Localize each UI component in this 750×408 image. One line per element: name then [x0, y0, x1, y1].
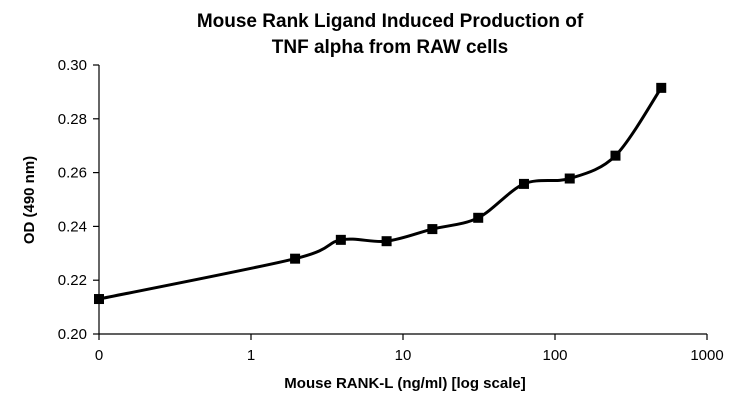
x-tick-label: 1000 [690, 347, 723, 364]
y-ticks: 0.20 0.22 0.24 0.26 0.28 0.30 [58, 57, 99, 343]
x-tick-label: 100 [542, 347, 567, 364]
chart-title-line-1: Mouse Rank Ligand Induced Production of [197, 11, 584, 32]
x-tick-label: 10 [395, 347, 412, 364]
x-ticks: 0 1 10 100 1000 [95, 334, 724, 364]
y-tick-label: 0.30 [58, 57, 87, 74]
x-tick-label: 1 [247, 347, 255, 364]
data-point-marker [656, 82, 667, 93]
plot-area [94, 82, 667, 305]
data-point-marker [564, 173, 575, 184]
y-tick-label: 0.22 [58, 272, 87, 289]
data-point-marker [381, 236, 392, 247]
data-point-marker [290, 253, 301, 264]
chart-title-line-2: TNF alpha from RAW cells [272, 37, 508, 58]
data-point-marker [518, 178, 529, 189]
data-point-marker [427, 224, 438, 235]
data-point-marker [610, 150, 621, 161]
data-point-marker [94, 294, 104, 305]
x-axis-label: Mouse RANK-L (ng/ml) [log scale] [284, 375, 525, 392]
y-tick-label: 0.20 [58, 326, 87, 343]
series-line [97, 86, 663, 301]
data-point-marker [335, 234, 346, 245]
data-point-marker [473, 212, 484, 223]
y-tick-label: 0.26 [58, 165, 87, 182]
x-tick-label: 0 [95, 347, 103, 364]
y-axis-label: OD (490 nm) [21, 156, 38, 244]
y-tick-label: 0.28 [58, 111, 87, 128]
y-tick-label: 0.24 [58, 218, 87, 235]
